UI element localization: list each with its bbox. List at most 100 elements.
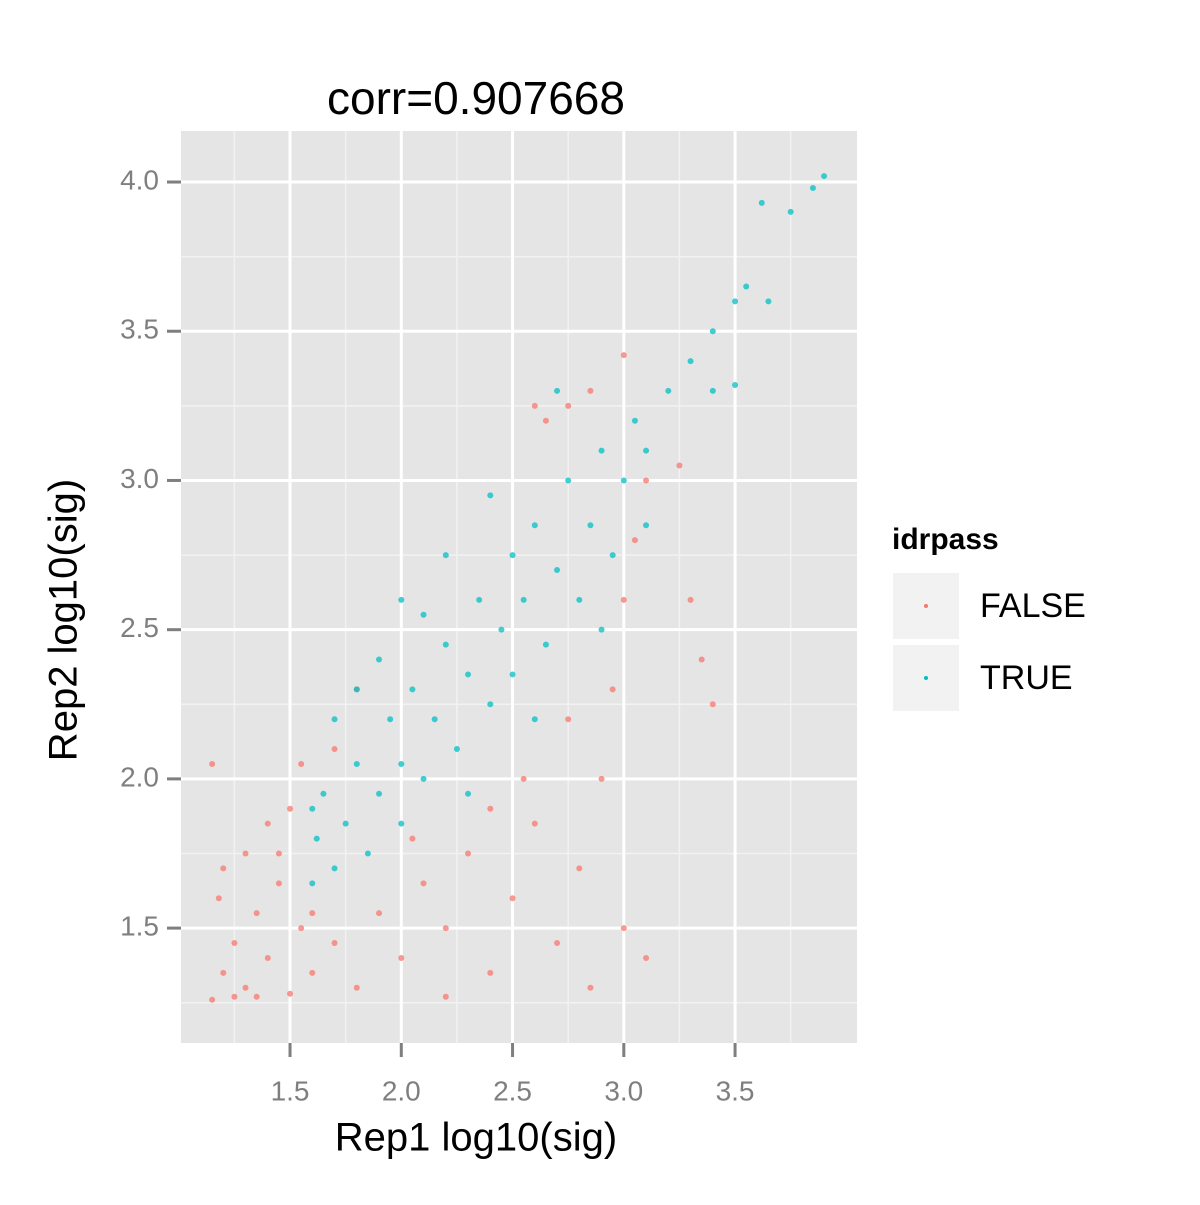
point: [687, 358, 694, 365]
point: [264, 820, 271, 827]
point: [643, 447, 650, 454]
point: [409, 686, 416, 693]
point: [643, 477, 650, 484]
point: [275, 880, 282, 887]
point: [420, 775, 427, 782]
point: [309, 910, 316, 917]
y-tick-label: 3.5: [120, 314, 159, 345]
point: [531, 820, 538, 827]
legend-label: FALSE: [980, 587, 1086, 625]
x-tick-label: 2.5: [493, 1075, 532, 1106]
point: [320, 790, 327, 797]
point: [709, 701, 716, 708]
point: [442, 552, 449, 559]
point: [609, 686, 616, 693]
point: [431, 716, 438, 723]
x-axis-title: Rep1 log10(sig): [335, 1116, 617, 1160]
point: [442, 641, 449, 648]
point: [554, 387, 561, 394]
point: [420, 880, 427, 887]
point: [709, 328, 716, 335]
point: [698, 656, 705, 663]
point: [398, 954, 405, 961]
point: [442, 993, 449, 1000]
point: [565, 402, 572, 409]
point: [576, 596, 583, 603]
x-tick-label: 3.0: [604, 1075, 643, 1106]
point: [765, 298, 772, 305]
point: [376, 656, 383, 663]
point: [253, 993, 260, 1000]
grid: [181, 131, 857, 1043]
point: [687, 596, 694, 603]
point: [809, 185, 816, 191]
point: [331, 865, 338, 872]
point: [353, 686, 360, 693]
point: [598, 447, 605, 454]
y-tick-label: 1.5: [120, 910, 159, 941]
point: [287, 805, 294, 812]
point: [242, 984, 249, 991]
legend-marker: [924, 604, 928, 608]
point: [242, 850, 249, 857]
point: [542, 417, 549, 424]
y-tick-label: 2.0: [120, 761, 159, 792]
point: [821, 173, 828, 180]
panel: [181, 131, 857, 1043]
point: [231, 940, 238, 947]
point: [465, 671, 472, 678]
point: [220, 865, 227, 872]
point: [409, 835, 416, 842]
point: [487, 805, 494, 812]
point: [643, 954, 650, 961]
point: [342, 820, 349, 827]
point: [476, 596, 483, 603]
point: [787, 208, 794, 215]
point: [643, 522, 650, 529]
point: [520, 775, 527, 782]
point: [743, 283, 750, 290]
point: [598, 626, 605, 633]
point: [331, 940, 338, 947]
chart-title: corr=0.907668: [327, 72, 625, 124]
point: [331, 746, 338, 753]
point: [665, 387, 672, 394]
point: [576, 865, 583, 872]
point: [420, 611, 427, 618]
point: [353, 760, 360, 767]
point: [465, 850, 472, 857]
point: [587, 984, 594, 991]
point: [509, 671, 516, 678]
points: [209, 173, 828, 1003]
point: [313, 835, 320, 842]
point: [287, 990, 294, 997]
point: [732, 298, 739, 305]
point: [298, 760, 305, 767]
y-tick-label: 3.0: [120, 463, 159, 494]
point: [376, 910, 383, 917]
y-tick-label: 2.5: [120, 612, 159, 643]
point: [509, 895, 516, 902]
point: [298, 925, 305, 932]
point: [398, 596, 405, 603]
point: [387, 716, 394, 723]
point: [531, 402, 538, 409]
point: [209, 760, 216, 767]
point: [620, 925, 627, 932]
point: [520, 596, 527, 603]
point: [587, 522, 594, 529]
point: [631, 537, 638, 544]
point: [487, 969, 494, 976]
point: [209, 996, 216, 1003]
point: [609, 552, 616, 559]
point: [587, 387, 594, 394]
x-tick-label: 2.0: [382, 1075, 421, 1106]
point: [220, 969, 227, 976]
point: [453, 746, 460, 753]
point: [398, 760, 405, 767]
x-tick-label: 1.5: [271, 1075, 310, 1106]
point: [331, 716, 338, 723]
point: [398, 820, 405, 827]
